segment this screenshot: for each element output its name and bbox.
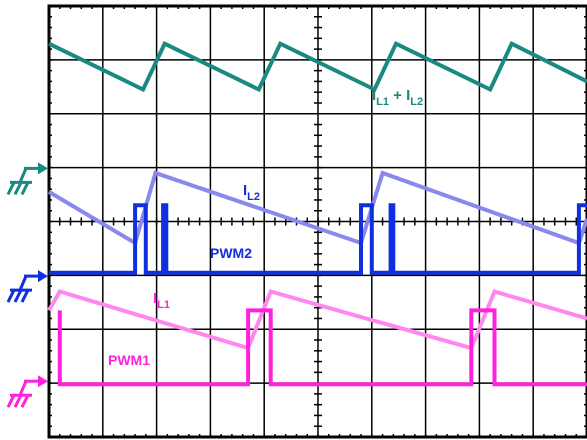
label-sum-i1: I — [372, 87, 376, 104]
label-pwm2: PWM2 — [210, 245, 252, 261]
label-sum-sub1: L1 — [376, 96, 389, 108]
label-sum-i2: I — [406, 87, 410, 104]
label-il2-main: I — [243, 182, 247, 199]
trace-pwm2 — [49, 203, 587, 275]
label-il1-main: I — [153, 290, 157, 307]
label-il2-sub: L2 — [247, 191, 260, 203]
label-pwm1: PWM1 — [108, 352, 150, 368]
label-il2: IL2 — [243, 182, 260, 203]
label-sum-sub2: L2 — [410, 96, 423, 108]
ground-markers — [6, 162, 48, 408]
ground-marker-ch2 — [6, 270, 48, 303]
plot-border — [47, 4, 587, 439]
label-il1-sub: L1 — [157, 299, 170, 311]
trace-sum — [48, 40, 587, 93]
label-sum-plus: + — [389, 87, 406, 104]
traces — [47, 40, 587, 387]
trace-pwm1 — [57, 308, 587, 387]
ground-marker-ch1 — [6, 162, 48, 196]
ground-marker-ch3 — [6, 375, 48, 408]
trace-il1 — [47, 289, 587, 351]
label-il1-plus-il2: IL1 + IL2 — [372, 87, 423, 108]
label-il1: IL1 — [153, 290, 170, 311]
